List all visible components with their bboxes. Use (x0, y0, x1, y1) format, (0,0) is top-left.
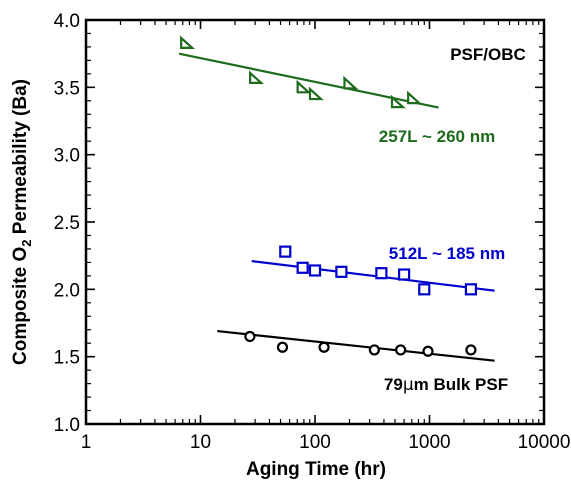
series-circle-fit-line (217, 329, 495, 362)
series-triangle-point (180, 35, 196, 49)
y-axis-title: Composite O2 Permeability (Ba) (10, 79, 34, 365)
series-square-point (375, 267, 388, 280)
y-axis-title-part2: Permeability (Ba) (10, 79, 31, 240)
y-tick-label: 3.5 (54, 78, 80, 99)
series-square-point (464, 283, 478, 296)
x-tick-label: 100 (299, 432, 331, 453)
x-tick-label: 10 (190, 432, 211, 453)
series-square-point (335, 265, 348, 278)
series-triangle-point (407, 90, 423, 105)
bulk-label-text: m Bulk PSF (414, 375, 508, 394)
series-square-point (418, 283, 431, 296)
plot-marks (178, 35, 495, 362)
axes: 1 10 100 1000 10000 1.0 1.5 2.0 2.5 3.0 3.5 4.0 (54, 11, 571, 453)
series-512L-label: 512L ~ 185 nm (389, 244, 505, 263)
y-tick-label: 3.0 (54, 146, 80, 167)
series-circle-point (422, 345, 434, 357)
y-axis-title-subscript: 2 (19, 240, 34, 247)
x-axis-title: Aging Time (hr) (246, 459, 386, 480)
series-triangle-point (249, 70, 264, 85)
series-257L-label: 257L ~ 260 nm (379, 127, 495, 146)
y-tick-label: 1.5 (54, 348, 80, 369)
plot-frame (84, 18, 546, 426)
series-bulk-label: 79μm Bulk PSF (384, 375, 508, 395)
y-tick-label: 4.0 (54, 11, 80, 32)
series-circle-point (368, 344, 380, 356)
y-tick-label: 1.0 (54, 415, 80, 436)
x-tick-label: 1000 (408, 432, 450, 453)
series-circle-point (395, 344, 407, 356)
system-label: PSF/OBC (450, 45, 526, 64)
series-square-point (397, 268, 411, 281)
series-triangle-point (308, 86, 324, 101)
series-square-fit-line (251, 259, 495, 292)
y-tick-label: 2.0 (54, 280, 80, 301)
series-circle-point (465, 344, 477, 356)
y-tick-label: 2.5 (54, 213, 80, 234)
series-square-point (308, 264, 322, 277)
series-circle-point (318, 341, 330, 353)
series-circle-point (244, 330, 256, 343)
micro-symbol: μ (403, 375, 414, 395)
y-axis-title-part1: Composite O (10, 247, 31, 365)
series-triangle-point (343, 75, 359, 90)
series-triangle-point (390, 94, 406, 109)
series-triangle-point (296, 79, 312, 94)
series-square-point (296, 261, 309, 274)
bulk-thickness-value: 79 (384, 375, 403, 394)
x-tick-label: 10000 (518, 432, 571, 453)
series-circle-point (276, 341, 289, 353)
series-square-point (279, 245, 292, 258)
series-triangle-fit-line (178, 52, 439, 109)
x-tick-label: 1 (81, 432, 92, 453)
